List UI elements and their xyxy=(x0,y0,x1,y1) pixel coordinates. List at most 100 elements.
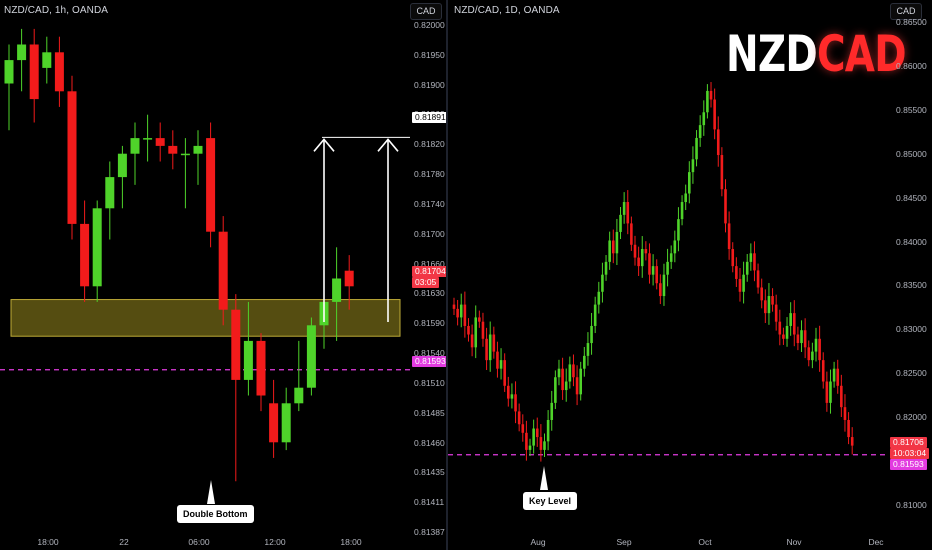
candle-108 xyxy=(843,394,847,432)
chart-panel-1d[interactable]: NZD/CAD, 1D, OANDA CAD NZDCAD 0.86500 0.8… xyxy=(448,0,932,550)
candle-body xyxy=(818,338,821,361)
candle-body xyxy=(760,287,763,301)
candle-49 xyxy=(630,216,633,251)
candle-11 xyxy=(492,326,496,359)
candle-body xyxy=(735,266,738,279)
candle-body xyxy=(829,381,832,403)
candle-body xyxy=(332,278,342,302)
candle-3 xyxy=(463,291,467,338)
chart-panel-1h[interactable]: NZD/CAD, 1h, OANDA CAD 0.82000 0.81950 0.8… xyxy=(0,0,446,550)
logo-part-nzd: NZD xyxy=(726,25,818,83)
candle-body xyxy=(604,261,608,275)
candle-body xyxy=(709,90,713,100)
candle-6 xyxy=(474,305,478,359)
candle-30 xyxy=(561,357,564,400)
candle-body xyxy=(782,334,785,339)
candle-41 xyxy=(601,262,604,303)
candle-26 xyxy=(332,247,342,341)
candle-53 xyxy=(644,241,648,261)
candle-97 xyxy=(803,318,807,359)
candle-64 xyxy=(684,184,687,211)
candle-24 xyxy=(306,317,316,396)
hourly-candlestick-chart[interactable] xyxy=(0,0,446,550)
price-tick-label: 0.81780 xyxy=(414,169,445,180)
price-tick-label: 0.82000 xyxy=(896,412,927,423)
candle-42 xyxy=(604,255,608,281)
candle-69 xyxy=(702,100,706,136)
candle-61 xyxy=(673,230,677,263)
candle-body xyxy=(564,381,568,391)
candle-body xyxy=(611,240,615,254)
candle-105 xyxy=(832,361,836,388)
candle-body xyxy=(684,193,687,203)
projection-arrow-head-1 xyxy=(377,138,399,152)
candle-body xyxy=(474,317,478,348)
candle-body xyxy=(459,304,463,318)
symbol-title-1h: NZD/CAD, 1h, OANDA xyxy=(4,5,109,16)
candle-body xyxy=(615,231,619,254)
candle-17 xyxy=(514,381,517,424)
candle-body xyxy=(811,351,814,361)
candle-66 xyxy=(691,146,695,184)
candle-body xyxy=(463,304,467,326)
candle-body xyxy=(180,153,190,156)
projection-arrow-head-0 xyxy=(313,138,335,152)
candle-body xyxy=(608,240,611,262)
candle-body xyxy=(532,428,535,446)
price-tick-label: 0.81435 xyxy=(414,467,445,478)
candle-46 xyxy=(619,206,622,240)
candle-72 xyxy=(713,88,716,140)
price-tick-label: 0.81630 xyxy=(414,288,445,299)
candle-body xyxy=(478,317,481,322)
candle-91 xyxy=(782,327,785,345)
candle-60 xyxy=(669,245,673,269)
currency-button-right[interactable]: CAD xyxy=(890,3,922,20)
candle-13 xyxy=(168,130,178,170)
candle-14 xyxy=(180,138,190,209)
candle-body xyxy=(568,364,572,382)
candle-15 xyxy=(507,376,510,407)
candle-77 xyxy=(731,242,735,273)
candle-body xyxy=(702,112,706,126)
candle-2 xyxy=(29,28,39,123)
candle-39 xyxy=(593,296,597,334)
candle-68 xyxy=(698,115,702,147)
candle-13 xyxy=(499,348,503,380)
candle-body xyxy=(597,291,601,305)
price-tick-label: 0.81387 xyxy=(414,527,445,537)
candle-body xyxy=(706,90,709,113)
candle-19 xyxy=(521,414,525,442)
candle-body xyxy=(256,340,266,396)
price-tick-label: 0.81540 xyxy=(414,348,445,359)
currency-button-left[interactable]: CAD xyxy=(410,3,442,20)
price-tick-label: 0.81740 xyxy=(414,198,445,209)
candle-98 xyxy=(807,340,811,367)
candle-body xyxy=(792,313,796,335)
price-tick-label: 0.81510 xyxy=(414,377,445,388)
price-tick-label: 0.81590 xyxy=(414,318,445,329)
candle-83 xyxy=(753,241,756,282)
candle-62 xyxy=(677,207,680,252)
candle-44 xyxy=(611,229,615,264)
candle-54 xyxy=(648,243,651,284)
candle-40 xyxy=(597,281,601,314)
candle-body xyxy=(517,411,521,425)
candle-body xyxy=(767,296,771,314)
candle-body xyxy=(507,385,510,399)
candle-56 xyxy=(655,259,659,290)
candle-body xyxy=(680,202,684,220)
candle-26 xyxy=(546,410,550,451)
panel-divider[interactable] xyxy=(446,0,448,550)
candle-body xyxy=(105,177,115,209)
candle-body xyxy=(622,202,626,215)
candle-body xyxy=(294,387,304,404)
candle-74 xyxy=(720,147,724,197)
candle-10 xyxy=(130,122,140,185)
candle-body xyxy=(727,223,731,250)
candle-body xyxy=(756,270,760,288)
candle-18 xyxy=(231,294,241,482)
daily-candlestick-chart[interactable] xyxy=(448,0,932,550)
candle-body xyxy=(543,441,546,450)
price-tick-label: 0.85500 xyxy=(896,104,927,115)
candle-20 xyxy=(256,333,266,412)
